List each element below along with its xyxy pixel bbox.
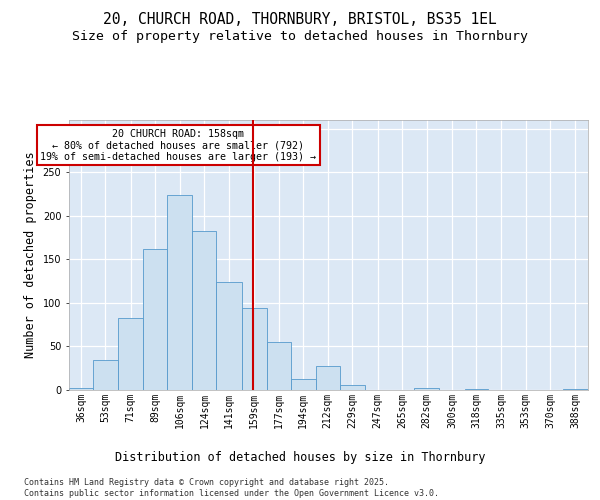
Bar (216, 282, 242, 390)
Text: 20, CHURCH ROAD, THORNBURY, BRISTOL, BS35 1EL: 20, CHURCH ROAD, THORNBURY, BRISTOL, BS3… (103, 12, 497, 28)
Bar (316, 366, 340, 390)
Bar (143, 249, 167, 390)
Y-axis label: Number of detached properties: Number of detached properties (24, 152, 37, 358)
Bar (93, 360, 118, 390)
Bar (167, 195, 193, 390)
Text: Size of property relative to detached houses in Thornbury: Size of property relative to detached ho… (72, 30, 528, 43)
Bar (242, 308, 267, 390)
Bar (267, 342, 290, 390)
Text: Contains HM Land Registry data © Crown copyright and database right 2025.
Contai: Contains HM Land Registry data © Crown c… (24, 478, 439, 498)
Bar (69, 388, 93, 390)
Bar (464, 389, 488, 390)
Bar (563, 389, 588, 390)
Bar (340, 385, 365, 390)
Text: 20 CHURCH ROAD: 158sqm
← 80% of detached houses are smaller (792)
19% of semi-de: 20 CHURCH ROAD: 158sqm ← 80% of detached… (40, 128, 316, 162)
Text: Distribution of detached houses by size in Thornbury: Distribution of detached houses by size … (115, 451, 485, 464)
Bar (290, 378, 316, 390)
Bar (118, 318, 143, 390)
Bar (193, 230, 216, 390)
Bar (414, 388, 439, 390)
